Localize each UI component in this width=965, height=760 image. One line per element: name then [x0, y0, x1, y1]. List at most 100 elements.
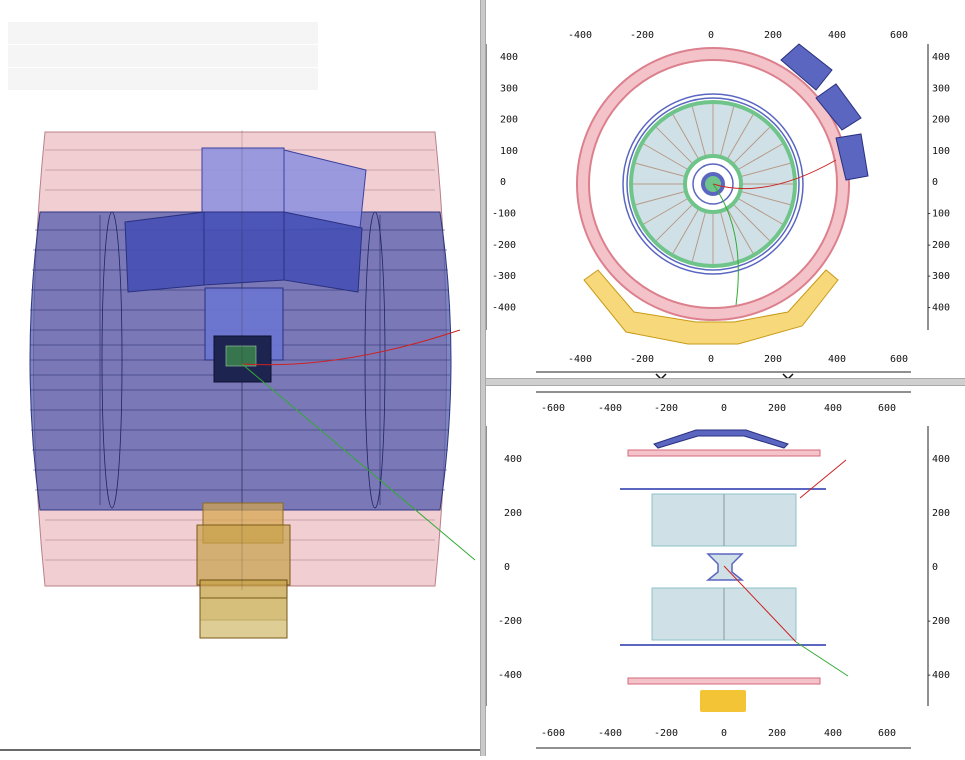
x-tick-top: 400 — [828, 30, 846, 41]
x-tick-top: -600 — [541, 403, 565, 414]
tracker-spoke — [656, 127, 694, 165]
tracker-spoke — [719, 106, 735, 158]
horizontal-splitter[interactable] — [486, 378, 965, 386]
y-tick-left: 100 — [500, 146, 518, 157]
y-tick-right: -300 — [926, 271, 950, 282]
muon-chamber-mid-c — [283, 211, 363, 293]
rphi-view-panel[interactable]: -400 -200 0 200 400 600 -400 -200 0 200 … — [485, 0, 965, 381]
tracker-spoke — [739, 190, 791, 206]
tracker-spoke — [726, 114, 754, 161]
y-ticks: 400 400 300 300 200 200 100 100 0 0 -100 -100 -200 -2… — [492, 52, 950, 313]
y-tick-left: -200 — [492, 240, 516, 251]
x-tick-bottom: 200 — [764, 354, 782, 365]
muon-chamber-mid-a — [124, 211, 205, 293]
muon-chamber-top — [653, 429, 789, 449]
x-tick-top: -200 — [654, 403, 678, 414]
tracker-spoke — [736, 143, 783, 171]
muon-ring — [622, 93, 804, 275]
status-divider — [0, 749, 480, 751]
tracker-spoke — [672, 114, 700, 161]
y-tick-right: 300 — [932, 83, 950, 94]
y-tick-right: -400 — [926, 302, 950, 313]
tracker-spoke — [656, 203, 694, 241]
y-tick-right: -400 — [926, 670, 950, 681]
x-tick-bottom: 400 — [828, 354, 846, 365]
yellow-endcap-bottom — [700, 690, 746, 712]
y-tick-left: -100 — [492, 209, 516, 220]
rz-view-panel[interactable]: -600 -400 -200 0 200 400 600 400 200 0 -… — [485, 386, 965, 756]
yellow-calorimeter-bottom — [583, 269, 839, 345]
rphi-detector-view[interactable]: -400 -200 0 200 400 600 -400 -200 0 200 … — [485, 0, 965, 381]
inner-tracker-core — [225, 345, 257, 367]
red-track — [723, 459, 847, 643]
muon-chamber-3 — [835, 133, 869, 181]
tracker-spoke — [635, 162, 687, 178]
x-tick-top: -400 — [568, 30, 592, 41]
x-tick-bottom: 0 — [721, 728, 727, 739]
y-tick-left: 400 — [504, 454, 522, 465]
y-tick-right: 400 — [932, 52, 950, 63]
tracker-spoke — [672, 207, 700, 254]
x-tick-bottom: 0 — [708, 354, 714, 365]
tracker-spoke — [732, 203, 770, 241]
tracker-spoke — [732, 127, 770, 165]
x-tick-top: 0 — [721, 403, 727, 414]
red-track — [712, 159, 837, 189]
x-tick-bottom: -200 — [654, 728, 678, 739]
x-tick-top: 0 — [708, 30, 714, 41]
info-row — [8, 68, 318, 90]
endcap-ring-right — [364, 211, 386, 509]
x-tick-bottom: 600 — [878, 728, 896, 739]
y-tick-left: 200 — [500, 115, 518, 126]
tracker-spoke — [739, 162, 791, 178]
x-tick-bottom: 200 — [768, 728, 786, 739]
y-tick-left: 0 — [504, 562, 510, 573]
info-panel — [8, 22, 318, 92]
tracker-spoke — [691, 210, 707, 262]
x-tick-top: 400 — [824, 403, 842, 414]
3d-view-panel[interactable] — [0, 0, 480, 756]
y-tick-right: 200 — [932, 508, 950, 519]
green-track — [241, 363, 476, 561]
calorimeter-ring-inner — [578, 49, 848, 319]
muon-ring-2 — [626, 97, 800, 271]
info-row — [8, 45, 318, 67]
vertical-splitter[interactable] — [480, 0, 486, 756]
x-tick-bottom: -200 — [630, 354, 654, 365]
muon-chamber-mid-b — [203, 211, 285, 286]
y-tick-right: 400 — [932, 454, 950, 465]
y-tick-right: -200 — [926, 240, 950, 251]
y-tick-right: 100 — [932, 146, 950, 157]
x-tick-top: -200 — [630, 30, 654, 41]
muon-chamber-1 — [780, 43, 833, 91]
yellow-block-bottom — [199, 597, 288, 639]
tracker-spoke — [643, 143, 690, 171]
x-tick-top: 600 — [890, 30, 908, 41]
yellow-block-mid — [196, 524, 291, 586]
info-row — [8, 22, 318, 44]
y-tick-left: 400 — [500, 52, 518, 63]
green-track — [712, 183, 739, 306]
x-tick-bottom: -600 — [541, 728, 565, 739]
y-tick-right: 0 — [932, 177, 938, 188]
y-tick-right: -100 — [926, 209, 950, 220]
muon-chamber-2 — [815, 83, 862, 131]
calorimeter-top — [627, 449, 821, 457]
x-tick-top: 200 — [768, 403, 786, 414]
x-tick-bottom: 600 — [890, 354, 908, 365]
y-tick-left: 200 — [504, 508, 522, 519]
y-tick-left: -400 — [492, 302, 516, 313]
tracker-spoke — [726, 207, 754, 254]
green-track — [795, 641, 849, 677]
y-tick-left: 0 — [500, 177, 506, 188]
3d-detector-view[interactable] — [0, 0, 480, 756]
tracker-spoke — [643, 197, 690, 225]
x-tick-bottom: -400 — [598, 728, 622, 739]
x-tick-bottom: -400 — [568, 354, 592, 365]
tracker-spoke — [736, 197, 783, 225]
tracker-spokes — [633, 104, 793, 264]
x-tick-top: 600 — [878, 403, 896, 414]
rz-detector-view[interactable]: -600 -400 -200 0 200 400 600 400 200 0 -… — [485, 386, 965, 756]
y-tick-left: 300 — [500, 83, 518, 94]
y-tick-right: -200 — [926, 616, 950, 627]
